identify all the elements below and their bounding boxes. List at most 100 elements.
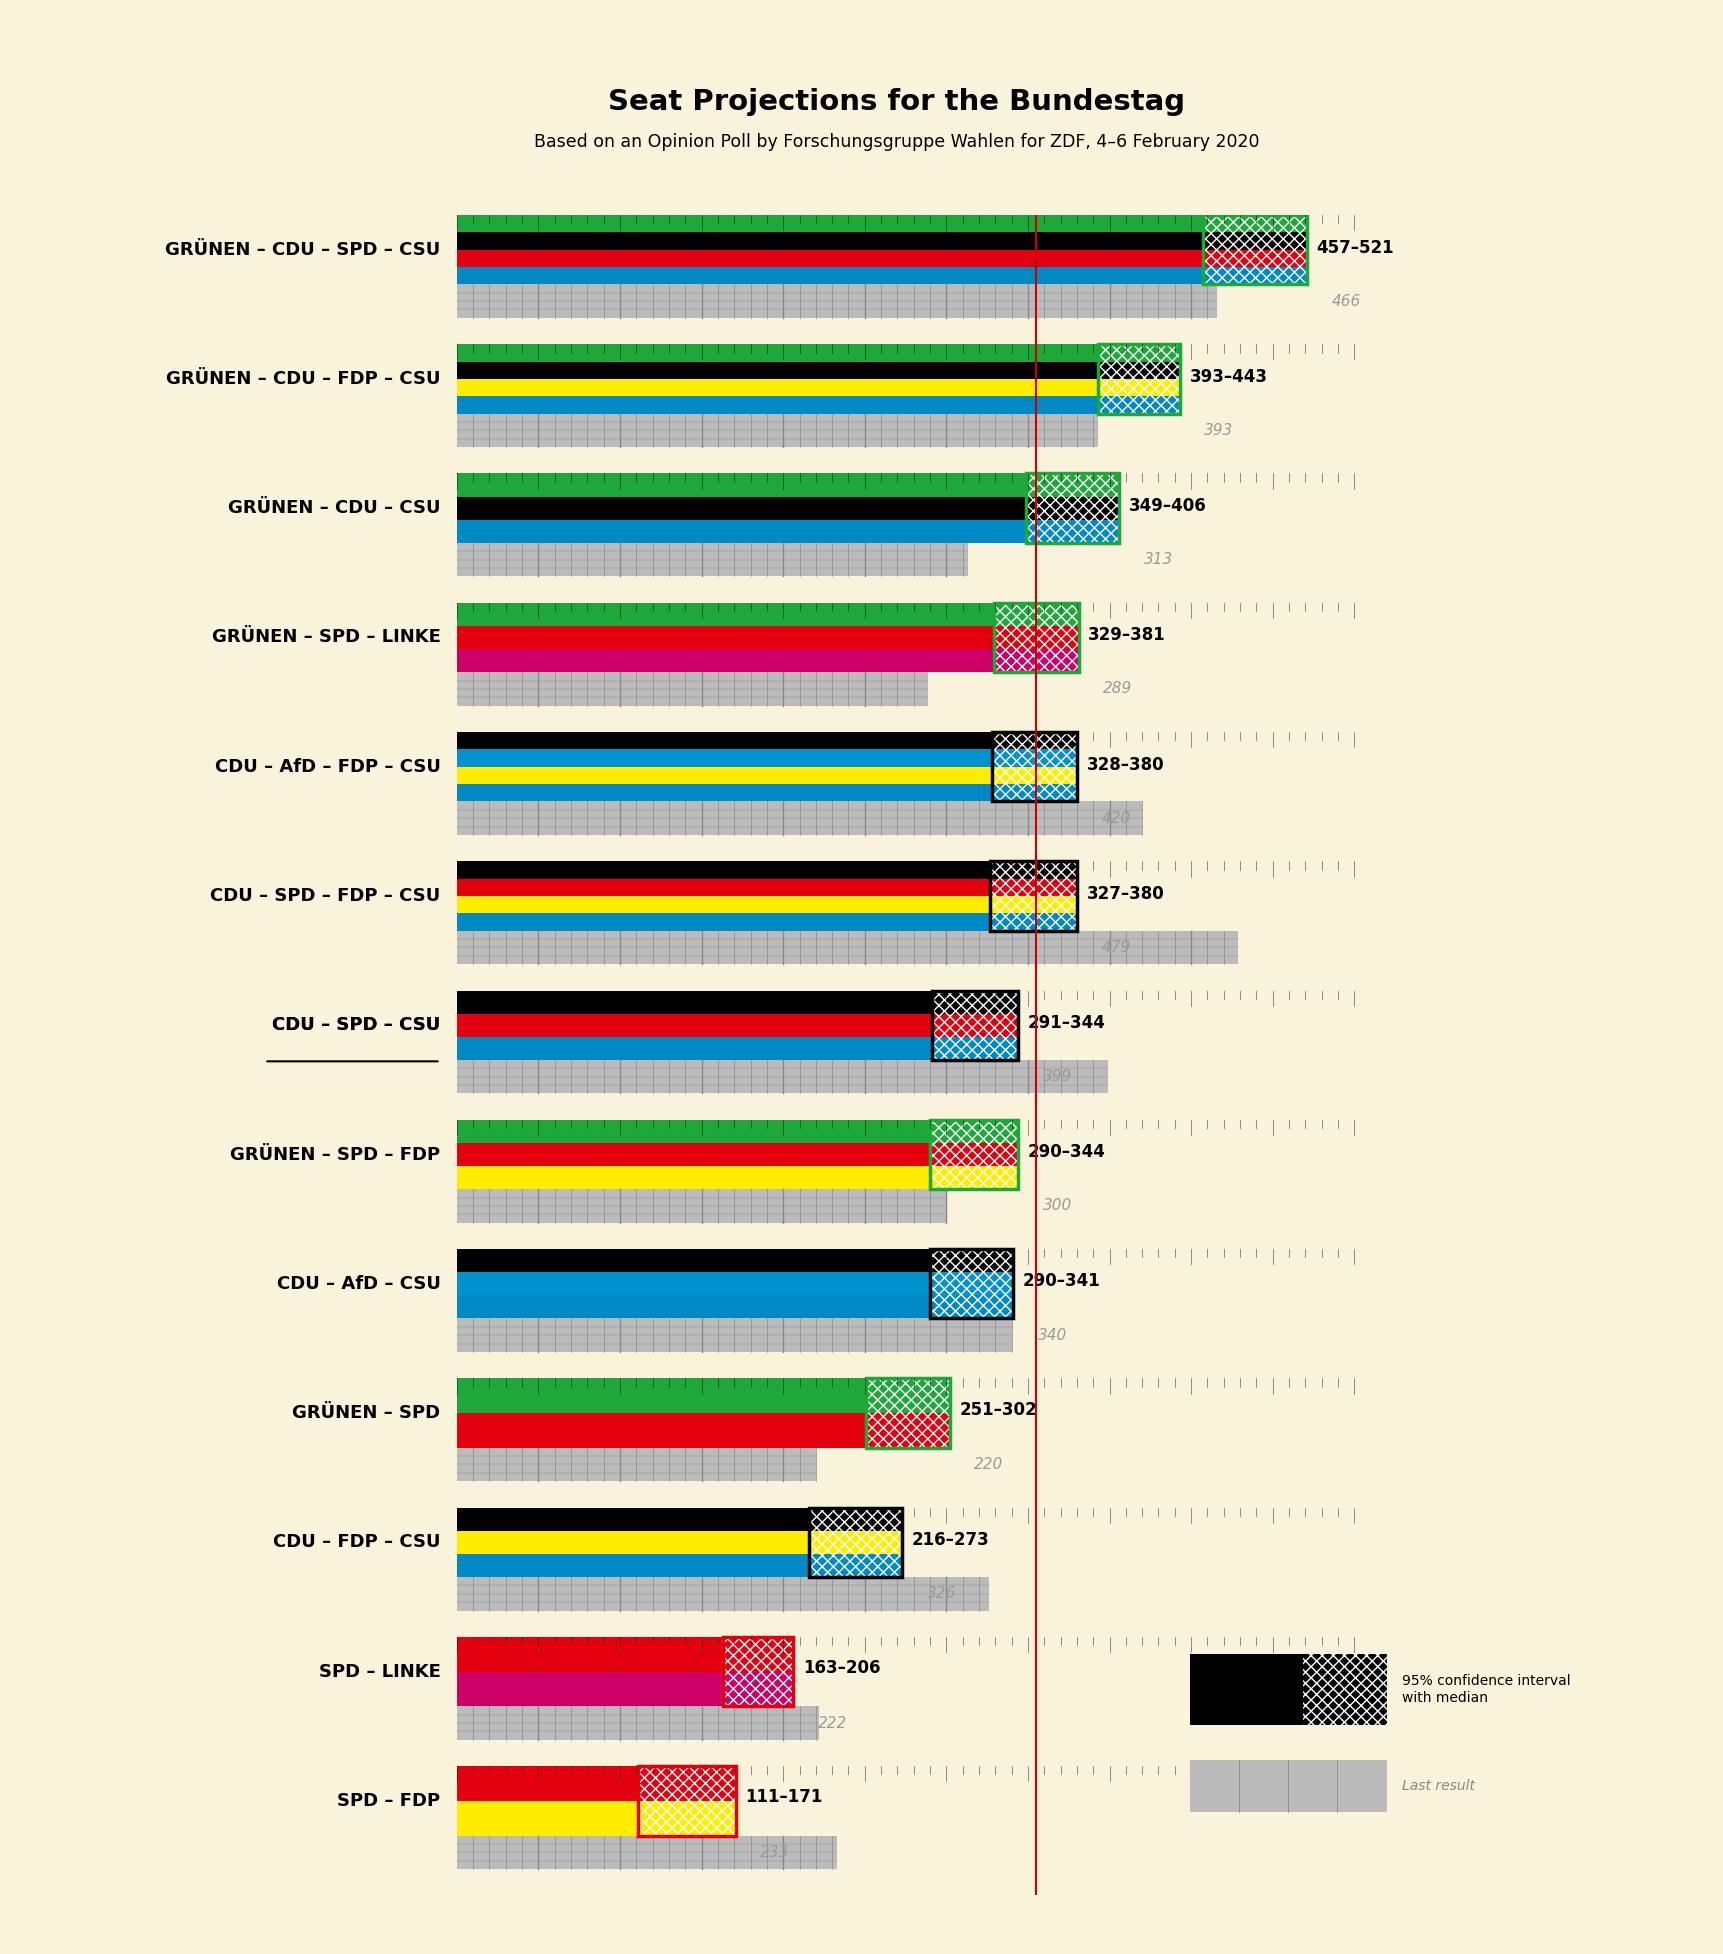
Text: 349–406: 349–406 [1129, 496, 1206, 514]
Bar [722, 1671, 793, 1706]
Bar [457, 1190, 946, 1223]
Bar [457, 748, 991, 766]
Text: 291–344: 291–344 [1027, 1014, 1104, 1032]
Bar [989, 879, 1077, 897]
Bar [1203, 215, 1306, 285]
Bar [930, 991, 1018, 1059]
Bar [929, 1249, 1013, 1319]
Bar [808, 1508, 901, 1577]
Bar [457, 414, 1098, 447]
Text: 313: 313 [1142, 553, 1172, 567]
Bar [929, 1249, 1013, 1272]
Bar [991, 733, 1077, 801]
Bar [808, 1508, 901, 1530]
Bar [457, 1637, 722, 1671]
Text: 289: 289 [1103, 682, 1132, 696]
Bar [929, 1167, 1018, 1190]
Bar [808, 1530, 901, 1553]
Text: 479: 479 [1101, 940, 1130, 956]
Bar [1098, 397, 1179, 414]
Bar [457, 862, 989, 879]
Text: 393–443: 393–443 [1189, 367, 1266, 387]
Bar [457, 285, 1216, 319]
Bar [722, 1637, 793, 1706]
Bar [989, 913, 1077, 930]
Bar [457, 913, 989, 930]
Bar [1025, 473, 1118, 496]
Bar [929, 1296, 1013, 1319]
Bar [457, 1706, 818, 1739]
Text: Seat Projections for the Bundestag: Seat Projections for the Bundestag [608, 88, 1184, 115]
Bar [457, 344, 1098, 361]
Text: 393: 393 [1203, 422, 1232, 438]
Bar [929, 1143, 1018, 1167]
Bar [930, 1038, 1018, 1059]
Bar [991, 766, 1077, 784]
Bar [1189, 1761, 1385, 1811]
Bar [991, 784, 1077, 801]
Bar [722, 1671, 793, 1706]
Bar [457, 1553, 808, 1577]
Text: 329–381: 329–381 [1087, 625, 1165, 645]
Bar [929, 1296, 1013, 1319]
Bar [457, 1038, 930, 1059]
Bar [992, 602, 1079, 625]
Bar [1098, 379, 1179, 397]
Bar [457, 1120, 929, 1143]
Bar [457, 215, 1203, 233]
Bar [1098, 397, 1179, 414]
Bar [457, 379, 1098, 397]
Bar [457, 1059, 1108, 1094]
Bar [457, 1167, 929, 1190]
Bar [808, 1508, 901, 1530]
Text: 95% confidence interval
with median: 95% confidence interval with median [1401, 1675, 1570, 1706]
Bar [989, 913, 1077, 930]
Text: 251–302: 251–302 [960, 1401, 1037, 1419]
Bar [457, 602, 992, 625]
Bar [1025, 473, 1118, 496]
Bar [929, 1120, 1018, 1190]
Bar [457, 1014, 930, 1038]
Text: 328–380: 328–380 [1085, 756, 1163, 774]
Text: 420: 420 [1101, 811, 1130, 827]
Bar [457, 784, 991, 801]
Bar [457, 733, 991, 748]
Text: 222: 222 [817, 1716, 846, 1731]
Bar [929, 1249, 1013, 1272]
Bar [638, 1802, 736, 1835]
Bar [638, 1766, 736, 1835]
Bar [457, 801, 1141, 834]
Bar [457, 1296, 929, 1319]
Bar [457, 879, 989, 897]
Bar [1098, 361, 1179, 379]
Bar [991, 748, 1077, 766]
Bar [457, 496, 1025, 520]
Text: 466: 466 [1330, 293, 1359, 309]
Bar [457, 1802, 638, 1835]
Bar [722, 1637, 793, 1671]
Bar [457, 250, 1203, 268]
Text: GRÜNEN – CDU – FDP – CSU: GRÜNEN – CDU – FDP – CSU [165, 369, 441, 389]
Bar [989, 897, 1077, 913]
Bar [1098, 344, 1179, 361]
Bar [457, 1378, 867, 1413]
Bar [989, 897, 1077, 913]
Bar [1203, 215, 1306, 233]
Bar [929, 1272, 1013, 1296]
Text: GRÜNEN – SPD – FDP: GRÜNEN – SPD – FDP [231, 1145, 441, 1163]
Bar [930, 991, 1018, 1014]
Bar [989, 879, 1077, 897]
Bar [989, 862, 1077, 879]
Bar [930, 1014, 1018, 1038]
Bar [929, 1143, 1018, 1167]
Bar [1303, 1655, 1385, 1725]
Bar [722, 1637, 793, 1671]
Text: 111–171: 111–171 [746, 1788, 822, 1805]
Text: CDU – FDP – CSU: CDU – FDP – CSU [272, 1534, 441, 1551]
Bar [1189, 1655, 1303, 1725]
Bar [457, 397, 1098, 414]
Bar [1203, 250, 1306, 268]
Text: 220: 220 [973, 1458, 1003, 1471]
Bar [991, 766, 1077, 784]
Text: 457–521: 457–521 [1316, 238, 1394, 256]
